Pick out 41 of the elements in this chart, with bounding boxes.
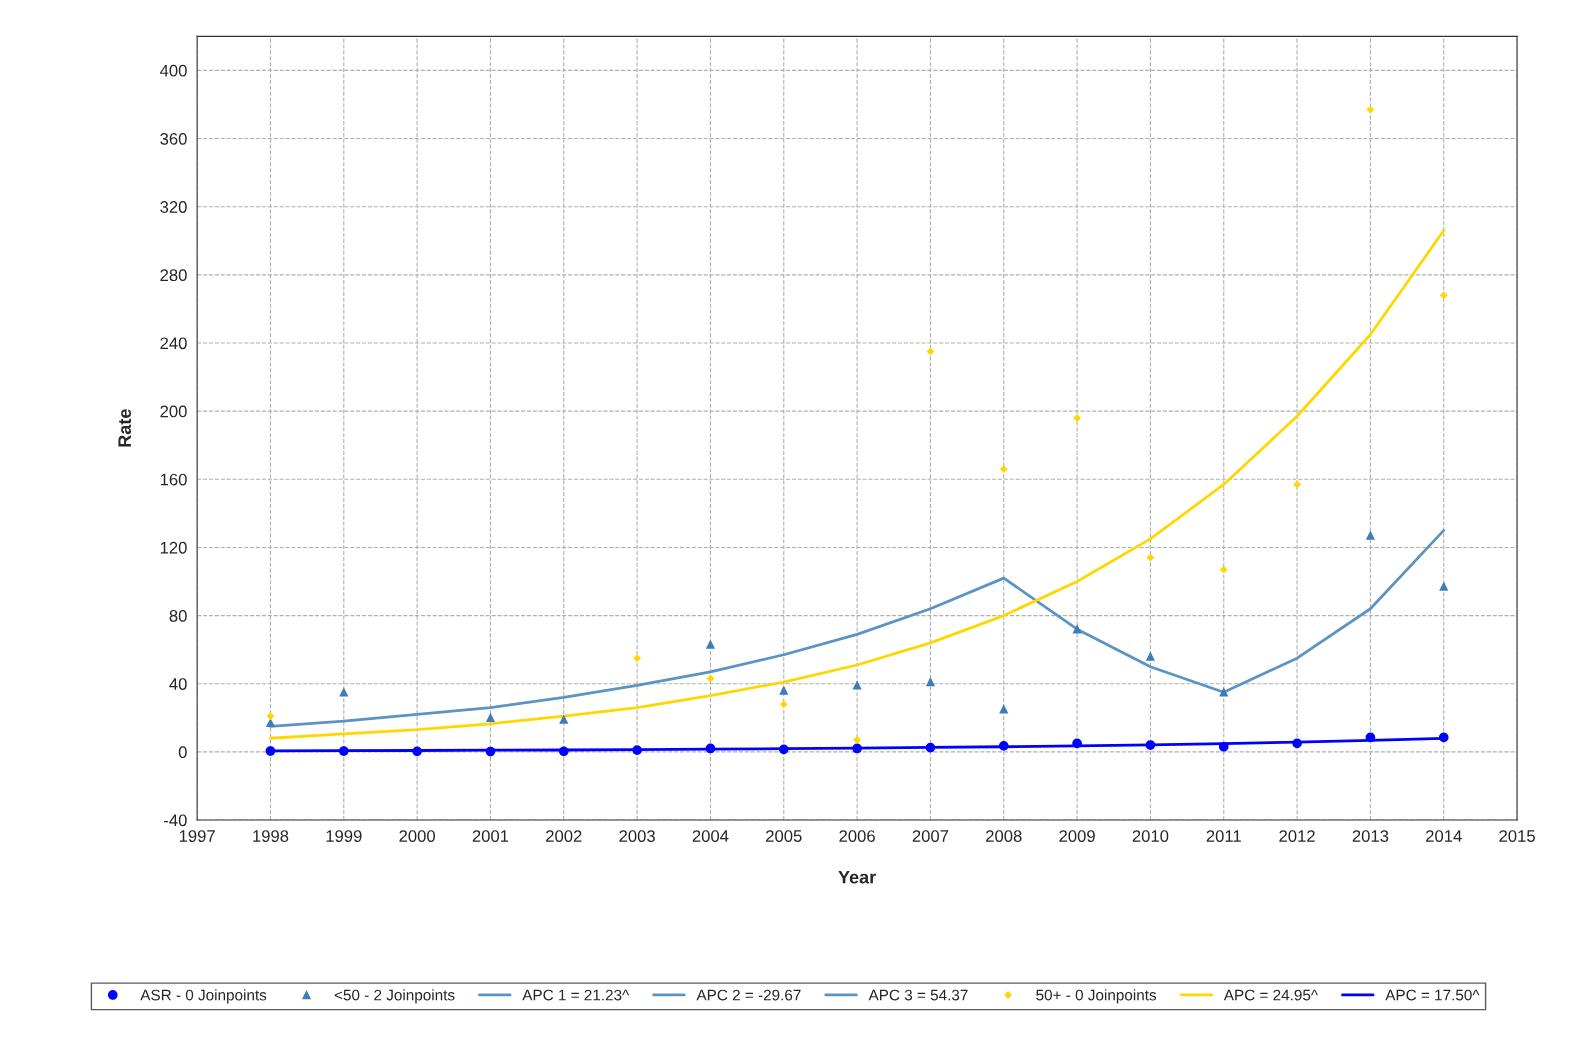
- legend-label: ASR - 0 Joinpoints: [140, 989, 267, 1004]
- x-tick-label: 2007: [912, 830, 949, 842]
- x-tick-label: 2010: [1132, 830, 1169, 842]
- y-axis-title: Rate: [118, 409, 132, 447]
- x-tick-label: 1997: [179, 830, 215, 842]
- legend-label: APC = 17.50^: [1385, 989, 1480, 1001]
- legend-label: 50+ - 0 Joinpoints: [1036, 989, 1157, 1004]
- y-tick-label: 80: [169, 609, 187, 622]
- x-tick-label: 2003: [619, 830, 655, 842]
- y-tick-label: 160: [160, 473, 187, 486]
- x-tick-label: 2008: [986, 830, 1022, 842]
- y-tick-label: 360: [160, 132, 187, 145]
- y-tick-label: 320: [160, 201, 187, 213]
- legend-label: APC 3 = 54.37: [868, 989, 968, 1001]
- y-tick-label: 280: [160, 269, 187, 282]
- x-tick-label: 2014: [1426, 830, 1462, 842]
- y-tick-label: 400: [159, 64, 187, 77]
- x-tick-label: 2013: [1352, 830, 1389, 842]
- legend-label: APC = 24.95^: [1223, 989, 1318, 1001]
- x-tick-label: 2002: [546, 830, 582, 842]
- x-tick-label: 2011: [1206, 830, 1241, 842]
- x-tick-label: 2006: [839, 830, 875, 842]
- x-axis-title: Year: [838, 870, 876, 884]
- y-tick-label: 240: [160, 337, 187, 350]
- y-tick-label: 0: [178, 746, 187, 759]
- x-tick-label: 1998: [253, 830, 289, 842]
- y-tick-label: 120: [160, 541, 187, 554]
- x-tick-label: 2000: [399, 830, 435, 842]
- x-tick-label: 1999: [326, 830, 362, 842]
- legend-label: APC 2 = -29.67: [696, 989, 801, 1001]
- x-tick-label: 2005: [766, 830, 802, 842]
- x-tick-label: 2012: [1279, 830, 1315, 842]
- legend-label: APC 1 = 21.23^: [522, 989, 630, 1001]
- x-tick-label: 2001: [472, 830, 509, 842]
- y-tick-label: 200: [160, 405, 187, 418]
- x-tick-label: 2009: [1059, 830, 1095, 842]
- x-tick-label: 2004: [692, 830, 729, 842]
- x-tick-label: 2015: [1499, 830, 1535, 842]
- y-tick-label: -40: [164, 814, 187, 827]
- legend-label: <50 - 2 Joinpoints: [334, 989, 455, 1004]
- y-tick-label: 40: [169, 678, 187, 690]
